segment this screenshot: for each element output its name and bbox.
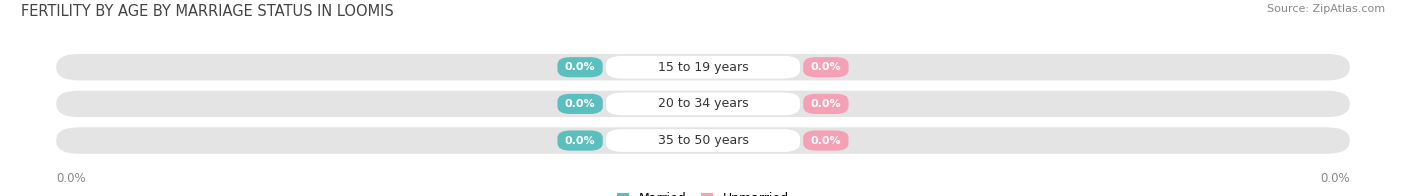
- Text: 0.0%: 0.0%: [565, 62, 595, 72]
- FancyBboxPatch shape: [803, 94, 849, 114]
- FancyBboxPatch shape: [606, 129, 800, 152]
- Text: 0.0%: 0.0%: [565, 99, 595, 109]
- Text: 0.0%: 0.0%: [565, 136, 595, 146]
- Text: 15 to 19 years: 15 to 19 years: [658, 61, 748, 74]
- Text: 0.0%: 0.0%: [1320, 172, 1350, 185]
- FancyBboxPatch shape: [803, 131, 849, 151]
- FancyBboxPatch shape: [56, 54, 1350, 80]
- Text: 0.0%: 0.0%: [811, 99, 841, 109]
- FancyBboxPatch shape: [606, 56, 800, 79]
- Text: FERTILITY BY AGE BY MARRIAGE STATUS IN LOOMIS: FERTILITY BY AGE BY MARRIAGE STATUS IN L…: [21, 4, 394, 19]
- FancyBboxPatch shape: [558, 131, 603, 151]
- FancyBboxPatch shape: [558, 94, 603, 114]
- Text: 35 to 50 years: 35 to 50 years: [658, 134, 748, 147]
- FancyBboxPatch shape: [558, 57, 603, 77]
- FancyBboxPatch shape: [606, 93, 800, 115]
- FancyBboxPatch shape: [56, 127, 1350, 154]
- Text: 0.0%: 0.0%: [811, 62, 841, 72]
- FancyBboxPatch shape: [56, 91, 1350, 117]
- Text: 20 to 34 years: 20 to 34 years: [658, 97, 748, 110]
- Text: 0.0%: 0.0%: [56, 172, 86, 185]
- Text: Source: ZipAtlas.com: Source: ZipAtlas.com: [1267, 4, 1385, 14]
- Legend: Married, Unmarried: Married, Unmarried: [617, 192, 789, 196]
- Text: 0.0%: 0.0%: [811, 136, 841, 146]
- FancyBboxPatch shape: [803, 57, 849, 77]
